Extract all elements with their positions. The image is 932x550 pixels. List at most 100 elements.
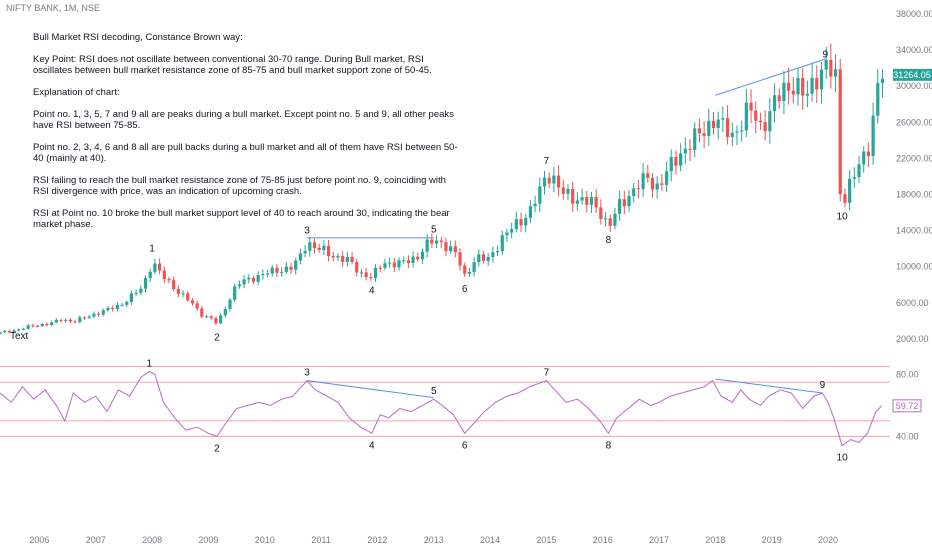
price-point-label: 5 [431,225,437,236]
candle-body [721,118,725,120]
candle-body [500,235,504,252]
candle-body [115,304,119,310]
candle-body [791,90,795,95]
candle-body [355,262,359,273]
rsi-point-label: 9 [820,380,826,391]
candle-body [477,254,481,263]
candle-body [486,257,490,261]
candle-body [68,319,73,322]
candle-body [186,293,190,301]
candle-body [528,206,533,218]
candle-body [129,293,134,302]
candle-body [866,151,871,156]
candle-body [510,229,514,233]
candle-body [195,303,199,309]
symbol-title: NIFTY BANK, 1M, NSE [6,3,100,13]
candle-body [674,156,678,166]
candle-body [622,199,626,207]
price-axis-tick: 30000.00 [896,81,932,91]
time-axis-tick: 2008 [142,535,162,545]
candle-body [26,325,30,329]
text-label: Text [10,331,29,342]
candle-body [871,115,875,156]
candle-body [214,318,218,324]
candle-body [312,242,317,248]
candle-body [204,316,209,318]
candle-body [495,251,500,253]
candle-body [40,323,44,327]
time-axis-tick: 2009 [198,535,218,545]
time-axis-tick: 2014 [480,535,500,545]
candle-body [824,59,828,70]
price-axis-tick: 38000.00 [896,9,932,19]
candle-body [251,277,256,282]
price-axis-tick: 22000.00 [896,153,932,163]
candle-body [805,93,809,96]
rsi-point-label: 2 [214,443,220,454]
candle-body [538,186,542,204]
candle-body [618,199,622,214]
price-trendline [715,58,826,96]
candle-body [852,177,856,179]
price-axis-tick: 14000.00 [896,226,932,236]
candle-body [223,308,227,316]
candle-body [134,292,138,294]
candle-body [815,77,819,90]
price-point-label: 4 [369,286,375,297]
candle-body [181,293,185,295]
candle-body [542,177,547,187]
candle-body [716,119,720,128]
candle-body [697,128,702,134]
candle-body [17,329,21,331]
candle-body [580,197,584,201]
candle-body [585,197,589,205]
candle-body [430,239,434,244]
time-axis-tick: 2010 [255,535,275,545]
candle-body [78,317,82,322]
rsi-point-label: 3 [304,368,310,379]
time-axis-tick: 2011 [311,535,330,545]
price-axis-tick: 34000.00 [896,45,932,55]
candle-body [491,252,495,258]
candle-body [819,69,824,90]
price-point-label: 2 [214,333,220,344]
candle-body [740,130,744,132]
rsi-point-label: 1 [146,358,152,369]
candle-body [298,253,303,261]
candle-body [772,95,777,112]
candle-body [420,251,425,260]
candle-body [233,286,237,300]
candle-body [345,257,349,262]
candle-body [594,196,598,208]
candle-body [411,256,415,263]
candle-body [444,242,448,252]
candle-body [862,151,866,165]
candle-body [768,111,772,132]
candle-body [64,319,68,321]
candle-body [646,173,650,178]
candle-body [336,255,340,258]
candle-body [294,260,298,270]
price-point-label: 7 [544,156,550,167]
candle-body [787,82,791,91]
candle-body [707,120,711,136]
candle-body [655,183,659,190]
candle-body [341,255,345,262]
candle-body [810,77,814,94]
candle-body [21,328,26,330]
candle-body [481,254,486,261]
candle-body [378,267,382,269]
candle-body [157,263,162,271]
candle-body [237,284,241,287]
candle-body [172,280,176,290]
rsi-point-label: 4 [369,440,375,451]
last-price-label: 31264.05 [893,70,931,80]
notes-panel: Bull Market RSI decoding, Constance Brow… [33,32,463,241]
candle-body [683,148,687,154]
candle-body [242,279,246,285]
candle-body [31,325,35,327]
candle-body [35,325,40,327]
candle-body [275,267,279,273]
price-point-label: 10 [837,212,849,223]
